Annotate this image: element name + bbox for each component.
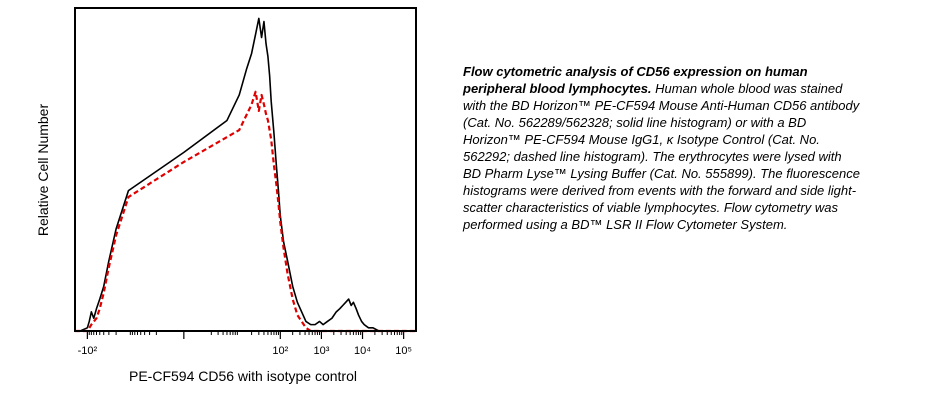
x-axis-label: PE-CF594 CD56 with isotype control [129, 368, 357, 384]
caption-body: Human whole blood was stained with the B… [463, 81, 860, 232]
x-tick-label: 10⁵ [395, 345, 412, 357]
cd56-histogram [75, 17, 416, 332]
x-tick-label: 10² [272, 345, 288, 357]
plot-frame [74, 7, 417, 332]
x-axis-tick-labels: -10² 10² 10³ 10⁴ 10⁵ [78, 345, 412, 357]
histogram-series [75, 17, 416, 333]
x-tick-label: 10⁴ [354, 345, 371, 357]
x-axis-ticks [86, 331, 405, 339]
x-tick-label: -10² [78, 345, 98, 357]
caption-title: Flow cytometric analysis of CD56 express… [463, 64, 808, 96]
isotype-control-histogram [75, 90, 416, 333]
histogram-chart: -10² 10² 10³ 10⁴ 10⁵ PE-CF594 CD56 with isot… [35, 7, 417, 384]
x-tick-label: 10³ [313, 345, 329, 357]
figure-caption: Flow cytometric analysis of CD56 express… [463, 63, 863, 233]
y-axis-label: Relative Cell Number [35, 104, 51, 237]
